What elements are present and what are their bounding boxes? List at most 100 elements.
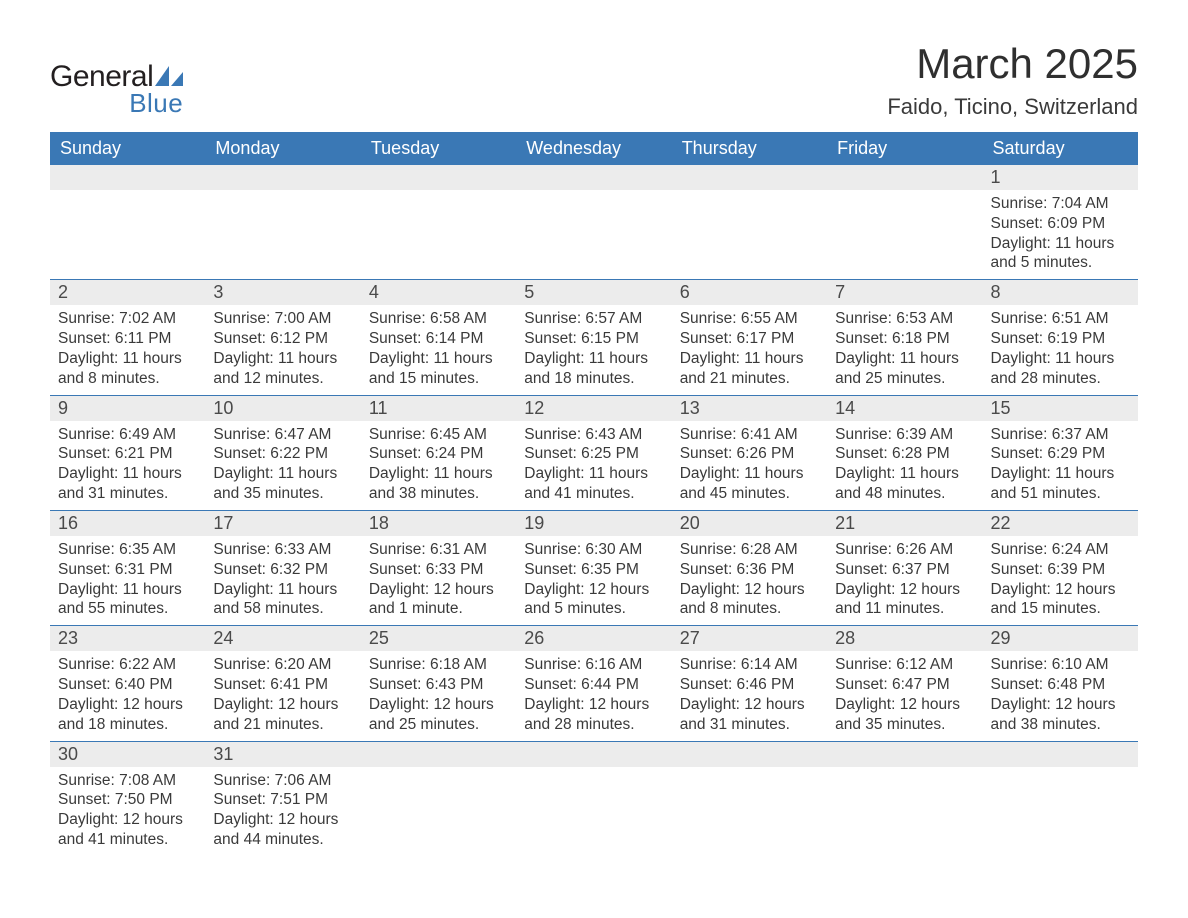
- day-sunrise: Sunrise: 6:31 AM: [369, 540, 508, 560]
- logo-sail-icon: [155, 66, 183, 86]
- day-number: 27: [672, 626, 827, 651]
- day-number: [672, 165, 827, 190]
- day-body: Sunrise: 6:45 AMSunset: 6:24 PMDaylight:…: [361, 421, 516, 510]
- day-dl2: and 15 minutes.: [991, 599, 1130, 619]
- day-number: 7: [827, 280, 982, 305]
- day-dl2: and 58 minutes.: [213, 599, 352, 619]
- day-sunrise: Sunrise: 6:30 AM: [524, 540, 663, 560]
- header: General Blue March 2025 Faido, Ticino, S…: [50, 40, 1138, 120]
- day-dl1: Daylight: 12 hours: [58, 695, 197, 715]
- day-body: Sunrise: 6:12 AMSunset: 6:47 PMDaylight:…: [827, 651, 982, 740]
- calendar-cell: 15Sunrise: 6:37 AMSunset: 6:29 PMDayligh…: [983, 395, 1138, 510]
- day-body: [672, 767, 827, 777]
- day-header: Friday: [827, 132, 982, 165]
- day-dl2: and 1 minute.: [369, 599, 508, 619]
- day-sunrise: Sunrise: 6:24 AM: [991, 540, 1130, 560]
- day-sunset: Sunset: 6:31 PM: [58, 560, 197, 580]
- day-sunrise: Sunrise: 6:12 AM: [835, 655, 974, 675]
- day-dl2: and 31 minutes.: [58, 484, 197, 504]
- calendar-cell: [50, 165, 205, 280]
- calendar-cell: 27Sunrise: 6:14 AMSunset: 6:46 PMDayligh…: [672, 626, 827, 741]
- day-sunset: Sunset: 6:22 PM: [213, 444, 352, 464]
- day-body: Sunrise: 6:26 AMSunset: 6:37 PMDaylight:…: [827, 536, 982, 625]
- day-number: [516, 742, 671, 767]
- calendar-cell: 21Sunrise: 6:26 AMSunset: 6:37 PMDayligh…: [827, 510, 982, 625]
- calendar-cell: 28Sunrise: 6:12 AMSunset: 6:47 PMDayligh…: [827, 626, 982, 741]
- day-dl2: and 28 minutes.: [524, 715, 663, 735]
- day-sunset: Sunset: 6:46 PM: [680, 675, 819, 695]
- calendar-cell: [672, 741, 827, 856]
- day-body: [50, 190, 205, 200]
- day-body: Sunrise: 6:18 AMSunset: 6:43 PMDaylight:…: [361, 651, 516, 740]
- day-sunset: Sunset: 6:28 PM: [835, 444, 974, 464]
- day-dl1: Daylight: 12 hours: [680, 695, 819, 715]
- location: Faido, Ticino, Switzerland: [887, 94, 1138, 120]
- day-body: Sunrise: 6:20 AMSunset: 6:41 PMDaylight:…: [205, 651, 360, 740]
- day-body: [983, 767, 1138, 777]
- day-sunrise: Sunrise: 6:28 AM: [680, 540, 819, 560]
- day-body: Sunrise: 6:58 AMSunset: 6:14 PMDaylight:…: [361, 305, 516, 394]
- day-sunset: Sunset: 6:39 PM: [991, 560, 1130, 580]
- calendar-cell: [361, 165, 516, 280]
- calendar-cell: 12Sunrise: 6:43 AMSunset: 6:25 PMDayligh…: [516, 395, 671, 510]
- day-dl2: and 38 minutes.: [369, 484, 508, 504]
- day-body: Sunrise: 6:53 AMSunset: 6:18 PMDaylight:…: [827, 305, 982, 394]
- day-body: Sunrise: 7:00 AMSunset: 6:12 PMDaylight:…: [205, 305, 360, 394]
- day-dl2: and 28 minutes.: [991, 369, 1130, 389]
- day-number: 12: [516, 396, 671, 421]
- day-sunset: Sunset: 6:15 PM: [524, 329, 663, 349]
- calendar-cell: 6Sunrise: 6:55 AMSunset: 6:17 PMDaylight…: [672, 280, 827, 395]
- day-body: Sunrise: 6:33 AMSunset: 6:32 PMDaylight:…: [205, 536, 360, 625]
- day-dl1: Daylight: 11 hours: [213, 580, 352, 600]
- day-dl1: Daylight: 12 hours: [835, 580, 974, 600]
- day-number: 28: [827, 626, 982, 651]
- calendar-cell: 26Sunrise: 6:16 AMSunset: 6:44 PMDayligh…: [516, 626, 671, 741]
- day-body: Sunrise: 7:06 AMSunset: 7:51 PMDaylight:…: [205, 767, 360, 856]
- day-body: [827, 767, 982, 777]
- day-number: 17: [205, 511, 360, 536]
- day-sunrise: Sunrise: 6:49 AM: [58, 425, 197, 445]
- day-body: Sunrise: 7:08 AMSunset: 7:50 PMDaylight:…: [50, 767, 205, 856]
- calendar-week: 23Sunrise: 6:22 AMSunset: 6:40 PMDayligh…: [50, 626, 1138, 741]
- day-number: 1: [983, 165, 1138, 190]
- calendar-cell: 14Sunrise: 6:39 AMSunset: 6:28 PMDayligh…: [827, 395, 982, 510]
- day-body: Sunrise: 6:24 AMSunset: 6:39 PMDaylight:…: [983, 536, 1138, 625]
- day-header: Tuesday: [361, 132, 516, 165]
- day-sunrise: Sunrise: 7:04 AM: [991, 194, 1130, 214]
- calendar-week: 30Sunrise: 7:08 AMSunset: 7:50 PMDayligh…: [50, 741, 1138, 856]
- day-dl2: and 55 minutes.: [58, 599, 197, 619]
- day-body: Sunrise: 6:47 AMSunset: 6:22 PMDaylight:…: [205, 421, 360, 510]
- day-body: [672, 190, 827, 200]
- day-sunset: Sunset: 6:37 PM: [835, 560, 974, 580]
- day-body: [361, 767, 516, 777]
- day-body: Sunrise: 6:55 AMSunset: 6:17 PMDaylight:…: [672, 305, 827, 394]
- day-dl1: Daylight: 11 hours: [369, 464, 508, 484]
- day-sunset: Sunset: 6:25 PM: [524, 444, 663, 464]
- day-sunrise: Sunrise: 6:51 AM: [991, 309, 1130, 329]
- day-dl1: Daylight: 12 hours: [369, 695, 508, 715]
- day-dl1: Daylight: 12 hours: [991, 580, 1130, 600]
- calendar-week: 9Sunrise: 6:49 AMSunset: 6:21 PMDaylight…: [50, 395, 1138, 510]
- day-dl1: Daylight: 11 hours: [835, 349, 974, 369]
- calendar-cell: 7Sunrise: 6:53 AMSunset: 6:18 PMDaylight…: [827, 280, 982, 395]
- day-dl1: Daylight: 11 hours: [991, 464, 1130, 484]
- day-sunset: Sunset: 6:24 PM: [369, 444, 508, 464]
- day-sunrise: Sunrise: 6:10 AM: [991, 655, 1130, 675]
- day-body: Sunrise: 6:43 AMSunset: 6:25 PMDaylight:…: [516, 421, 671, 510]
- day-body: [516, 190, 671, 200]
- day-dl1: Daylight: 11 hours: [58, 464, 197, 484]
- day-sunset: Sunset: 6:35 PM: [524, 560, 663, 580]
- logo-text-blue: Blue: [122, 88, 183, 119]
- day-dl1: Daylight: 11 hours: [369, 349, 508, 369]
- day-body: [827, 190, 982, 200]
- day-number: 23: [50, 626, 205, 651]
- day-dl2: and 38 minutes.: [991, 715, 1130, 735]
- calendar-cell: [827, 741, 982, 856]
- day-dl2: and 18 minutes.: [524, 369, 663, 389]
- day-sunset: Sunset: 6:14 PM: [369, 329, 508, 349]
- day-sunset: Sunset: 6:44 PM: [524, 675, 663, 695]
- day-sunset: Sunset: 6:48 PM: [991, 675, 1130, 695]
- day-body: Sunrise: 6:28 AMSunset: 6:36 PMDaylight:…: [672, 536, 827, 625]
- day-body: Sunrise: 6:16 AMSunset: 6:44 PMDaylight:…: [516, 651, 671, 740]
- calendar-cell: 25Sunrise: 6:18 AMSunset: 6:43 PMDayligh…: [361, 626, 516, 741]
